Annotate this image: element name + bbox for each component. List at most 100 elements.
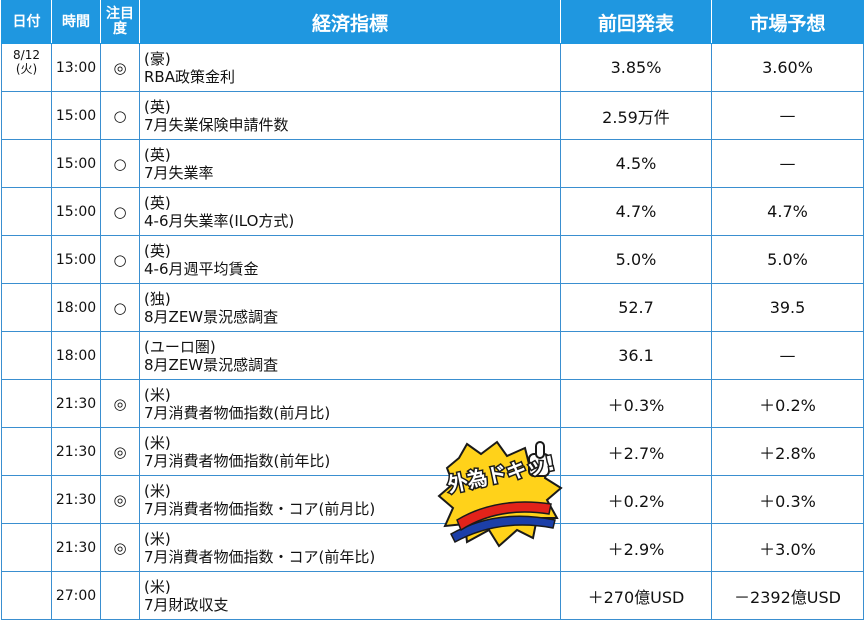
table-row: 21:30 ◎ (米) 7月消費者物価指数(前月比) ＋0.3% ＋0.2% <box>1 379 864 428</box>
cell-importance-mark: ◎ <box>100 427 140 476</box>
table-row: 15:00 ○ (英) 7月失業保険申請件数 2.59万件 — <box>1 91 864 140</box>
header-forecast: 市場予想 <box>711 0 864 44</box>
cell-forecast: — <box>711 91 864 140</box>
table-row: 18:00 (ユーロ圏) 8月ZEW景況感調査 36.1— <box>1 331 864 380</box>
indicator-region: (米) <box>144 577 171 596</box>
cell-time: 13:00 <box>51 43 101 92</box>
cell-time: 27:00 <box>51 571 101 620</box>
cell-indicator: (米) 7月消費者物価指数・コア(前月比) <box>139 475 561 524</box>
indicator-name: 7月失業保険申請件数 <box>144 115 289 134</box>
cell-forecast: ＋0.3% <box>711 475 864 524</box>
cell-forecast: ＋0.2% <box>711 379 864 428</box>
cell-previous: ＋2.7% <box>560 427 712 476</box>
indicator-name: 7月失業率 <box>144 163 214 182</box>
cell-previous: 2.59万件 <box>560 91 712 140</box>
cell-time: 18:00 <box>51 283 101 332</box>
cell-importance-mark: ○ <box>100 187 140 236</box>
cell-time: 21:30 <box>51 523 101 572</box>
cell-date <box>1 91 52 140</box>
indicator-region: (独) <box>144 289 171 308</box>
cell-previous: ＋0.2% <box>560 475 712 524</box>
indicator-name: 4-6月週平均賃金 <box>144 259 259 278</box>
cell-importance-mark <box>100 571 140 620</box>
cell-indicator: (ユーロ圏) 8月ZEW景況感調査 <box>139 331 561 380</box>
indicator-region: (豪) <box>144 49 171 68</box>
cell-indicator: (米) 7月消費者物価指数・コア(前年比) <box>139 523 561 572</box>
cell-indicator: (豪) RBA政策金利 <box>139 43 561 92</box>
cell-date <box>1 475 52 524</box>
table-row: 15:00 ○ (英) 7月失業率 4.5% — <box>1 139 864 188</box>
cell-previous: ＋0.3% <box>560 379 712 428</box>
table-row: 21:30 ◎ (米) 7月消費者物価指数・コア(前年比) ＋2.9% ＋3.0% <box>1 523 864 572</box>
cell-previous: 3.85% <box>560 43 712 92</box>
header-importance: 注目度 <box>100 0 140 44</box>
cell-previous: ＋270億USD <box>560 571 712 620</box>
cell-time: 15:00 <box>51 187 101 236</box>
cell-forecast: — <box>711 331 864 380</box>
cell-importance-mark: ○ <box>100 235 140 284</box>
cell-date <box>1 427 52 476</box>
cell-time: 15:00 <box>51 235 101 284</box>
cell-date <box>1 235 52 284</box>
table-row: 21:30 ◎ (米) 7月消費者物価指数(前年比) ＋2.7% ＋2.8% <box>1 427 864 476</box>
cell-time: 21:30 <box>51 379 101 428</box>
cell-importance-mark: ○ <box>100 283 140 332</box>
indicator-region: (英) <box>144 241 171 260</box>
indicator-name: 7月財政収支 <box>144 595 229 614</box>
table-body: 8/12 (火) 13:00 ◎ (豪) RBA政策金利 3.85% 3.60% 15:00 ○(… <box>1 43 864 620</box>
header-indicator: 経済指標 <box>139 0 561 44</box>
cell-previous: ＋2.9% <box>560 523 712 572</box>
indicator-region: (英) <box>144 145 171 164</box>
indicator-name: 7月消費者物価指数(前月比) <box>144 403 331 422</box>
cell-indicator: (英) 7月失業率 <box>139 139 561 188</box>
table-row: 15:00 ○ (英) 4-6月失業率(ILO方式) 4.7% 4.7% <box>1 187 864 236</box>
cell-time: 18:00 <box>51 331 101 380</box>
cell-previous: 5.0% <box>560 235 712 284</box>
cell-date <box>1 139 52 188</box>
cell-indicator: (米) 7月消費者物価指数(前月比) <box>139 379 561 428</box>
cell-previous: 52.7 <box>560 283 712 332</box>
cell-forecast: 5.0% <box>711 235 864 284</box>
indicator-name: 4-6月失業率(ILO方式) <box>144 211 295 230</box>
cell-time: 21:30 <box>51 475 101 524</box>
indicator-region: (英) <box>144 97 171 116</box>
indicator-name: 7月消費者物価指数(前年比) <box>144 451 331 470</box>
cell-importance-mark: ◎ <box>100 43 140 92</box>
indicator-name: 7月消費者物価指数・コア(前月比) <box>144 499 376 518</box>
header-date: 日付 <box>1 0 52 44</box>
cell-importance-mark: ◎ <box>100 523 140 572</box>
cell-forecast: 4.7% <box>711 187 864 236</box>
cell-importance-mark: ◎ <box>100 475 140 524</box>
cell-time: 21:30 <box>51 427 101 476</box>
indicator-region: (米) <box>144 433 171 452</box>
table-row: 18:00 ○ (独) 8月ZEW景況感調査 52.7 39.5 <box>1 283 864 332</box>
cell-date <box>1 283 52 332</box>
indicator-region: (ユーロ圏) <box>144 337 216 356</box>
cell-forecast: －2392億USD <box>711 571 864 620</box>
table-header-row: 日付 時間 注目度 経済指標 前回発表 市場予想 <box>1 0 864 44</box>
indicator-name: 7月消費者物価指数・コア(前年比) <box>144 547 376 566</box>
indicator-name: 8月ZEW景況感調査 <box>144 307 279 326</box>
cell-indicator: (米) 7月消費者物価指数(前年比) <box>139 427 561 476</box>
cell-forecast: ＋3.0% <box>711 523 864 572</box>
header-previous: 前回発表 <box>560 0 712 44</box>
cell-forecast: 39.5 <box>711 283 864 332</box>
cell-date <box>1 379 52 428</box>
cell-indicator: (英) 4-6月週平均賃金 <box>139 235 561 284</box>
header-importance-label: 注目度 <box>106 6 134 37</box>
table-row: 21:30 ◎ (米) 7月消費者物価指数・コア(前月比) ＋0.2% ＋0.3% <box>1 475 864 524</box>
cell-forecast: 3.60% <box>711 43 864 92</box>
cell-previous: 36.1 <box>560 331 712 380</box>
table-row: 8/12 (火) 13:00 ◎ (豪) RBA政策金利 3.85% 3.60% <box>1 43 864 92</box>
cell-date <box>1 187 52 236</box>
indicator-region: (米) <box>144 481 171 500</box>
cell-time: 15:00 <box>51 139 101 188</box>
cell-date <box>1 523 52 572</box>
indicator-region: (米) <box>144 529 171 548</box>
cell-forecast: ＋2.8% <box>711 427 864 476</box>
indicator-name: RBA政策金利 <box>144 67 235 86</box>
cell-indicator: (英) 7月失業保険申請件数 <box>139 91 561 140</box>
cell-importance-mark: ○ <box>100 139 140 188</box>
header-time: 時間 <box>51 0 101 44</box>
cell-indicator: (米) 7月財政収支 <box>139 571 561 620</box>
